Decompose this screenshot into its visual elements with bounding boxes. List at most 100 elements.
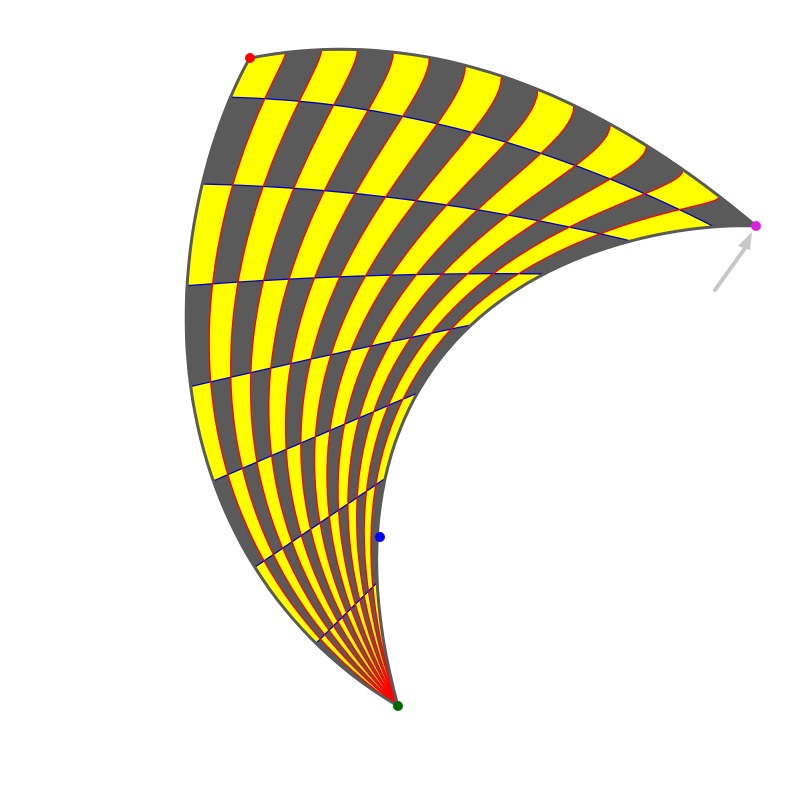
- checker-cell: [364, 591, 398, 706]
- checker-cell: [330, 346, 371, 431]
- checker-cell: [263, 188, 325, 281]
- checker-cell: [569, 193, 680, 234]
- checker-cell: [357, 405, 389, 498]
- column-line: [326, 89, 539, 707]
- checker-cell: [324, 110, 403, 194]
- checker-cell: [250, 368, 272, 462]
- control-point-red[interactable]: [245, 53, 255, 63]
- checker-cell: [331, 275, 392, 355]
- checker-cell: [187, 184, 233, 286]
- control-point-handles: [245, 53, 761, 711]
- drag-arrow-icon: [713, 232, 752, 292]
- checker-cell: [263, 101, 334, 189]
- checker-cell: [416, 132, 507, 205]
- checker-cell: [271, 449, 302, 542]
- checker-cell: [347, 411, 374, 504]
- checker-cell: [355, 116, 438, 197]
- control-point-green[interactable]: [393, 701, 403, 711]
- checker-cell: [299, 49, 358, 106]
- checker-cell: [314, 193, 386, 278]
- column-line: [313, 75, 503, 707]
- column-grid-lines: [208, 49, 721, 707]
- checker-cell: [310, 522, 347, 618]
- checker-cell: [385, 123, 472, 201]
- checker-cell: [364, 484, 376, 592]
- column-line: [363, 169, 684, 707]
- checker-cell: [350, 604, 398, 706]
- checker-cell: [209, 282, 239, 382]
- checker-cell: [467, 220, 570, 274]
- checker-cell: [371, 274, 443, 346]
- checker-cell: [355, 599, 398, 706]
- checker-cell: [232, 98, 300, 187]
- checker-cell: [333, 621, 398, 706]
- checker-cell: [327, 424, 345, 517]
- checker-cell: [202, 97, 265, 185]
- checker-cell: [388, 329, 452, 406]
- checker-cell: [416, 209, 509, 275]
- checker-cell: [346, 608, 398, 706]
- checker-cell: [370, 478, 386, 587]
- checker-cell: [254, 560, 321, 644]
- checker-cell: [292, 535, 338, 626]
- checker-cell: [442, 215, 539, 275]
- checker-cell: [212, 185, 264, 284]
- checker-cell: [300, 436, 320, 530]
- checker-cell: [230, 52, 286, 99]
- checker-cell: [238, 186, 294, 283]
- checker-cell: [210, 377, 243, 475]
- checker-cell: [190, 381, 228, 481]
- checker-cell: [518, 233, 631, 274]
- checker-cell: [333, 49, 394, 111]
- checker-cells: [186, 49, 756, 706]
- checker-cell: [264, 554, 325, 639]
- checker-cell: [365, 200, 447, 276]
- checker-cell: [242, 462, 283, 555]
- checker-cell: [342, 612, 398, 706]
- checker-cell: [351, 274, 417, 351]
- column-line: [370, 196, 721, 707]
- checker-cell: [186, 283, 213, 387]
- column-line: [284, 57, 430, 707]
- column-line: [249, 49, 399, 707]
- checker-cell: [282, 541, 334, 631]
- checker-cell: [257, 455, 292, 549]
- checker-cell: [264, 49, 322, 102]
- checker-cell: [471, 76, 538, 143]
- checker-cell: [402, 57, 466, 124]
- checker-cell: [508, 165, 611, 221]
- checker-cell: [285, 359, 311, 450]
- checker-cell: [477, 153, 576, 216]
- checker-cell: [314, 430, 330, 523]
- checker-cell: [493, 227, 600, 274]
- control-point-blue[interactable]: [375, 532, 385, 542]
- checker-cell: [575, 124, 647, 180]
- checker-cell: [373, 333, 432, 412]
- checker-cell: [227, 468, 274, 561]
- checker-cell: [273, 548, 330, 635]
- checker-cell: [250, 279, 289, 373]
- checker-cell: [301, 529, 343, 622]
- column-line: [355, 145, 648, 707]
- column-line: [347, 124, 611, 707]
- checker-cell: [338, 503, 360, 605]
- checker-cell: [329, 510, 356, 609]
- control-point-magenta[interactable]: [751, 221, 761, 231]
- checker-cell: [310, 275, 366, 360]
- checker-cell: [286, 443, 311, 536]
- checker-cell: [600, 209, 715, 241]
- checker-cell: [538, 179, 645, 228]
- checker-cell: [375, 393, 418, 485]
- checker-cell: [293, 105, 369, 191]
- column-line: [300, 65, 467, 707]
- checker-cell: [446, 142, 541, 210]
- checker-cell: [320, 516, 351, 613]
- checker-cell: [437, 65, 502, 133]
- checker-cell: [230, 280, 264, 378]
- checker-cell: [340, 196, 417, 277]
- checker-cell: [391, 205, 478, 276]
- checker-cell: [644, 169, 720, 210]
- checker-cell: [391, 273, 468, 342]
